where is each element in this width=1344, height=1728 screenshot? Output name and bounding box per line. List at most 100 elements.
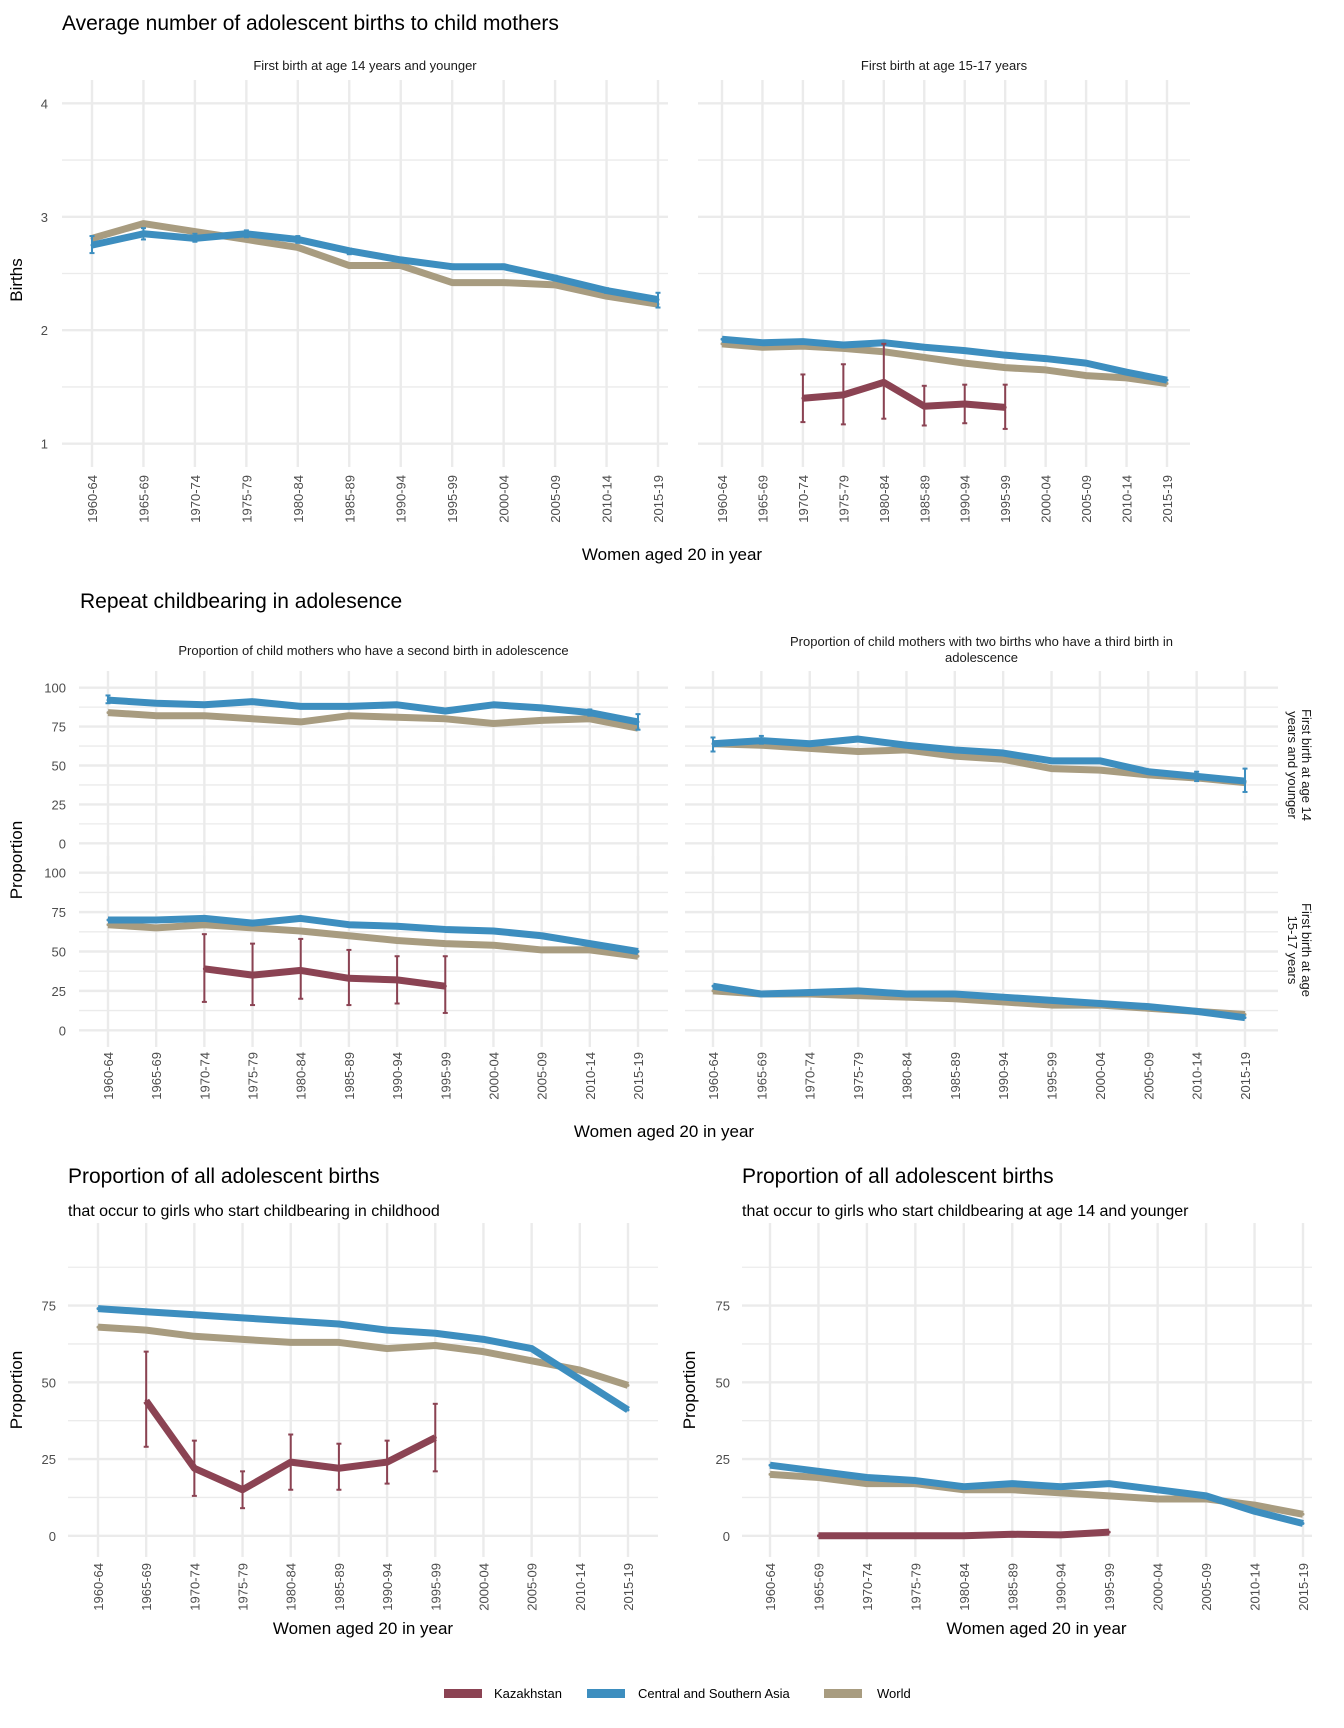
legend-swatch-central-southern-asia: [587, 1689, 625, 1698]
data-point: [491, 703, 495, 707]
data-point: [491, 721, 495, 725]
x-tick-label: 2015-19: [621, 1563, 636, 1611]
data-point: [347, 934, 351, 938]
data-point: [1001, 1000, 1005, 1004]
series-kazakhstan: [816, 1528, 1111, 1540]
data-point: [1301, 1512, 1305, 1516]
data-point: [588, 948, 592, 952]
facet-title: Proportion of child mothers with two bir…: [790, 634, 1173, 649]
series-line: [721, 335, 1168, 384]
data-point: [913, 1479, 917, 1483]
series-line: [712, 735, 1246, 785]
y-tick-label: 0: [59, 836, 66, 851]
data-point: [106, 923, 110, 927]
y-tick-label: 100: [44, 866, 66, 881]
series-line: [107, 709, 639, 732]
facet-title-line2: adolescence: [945, 650, 1018, 665]
data-point: [299, 720, 303, 724]
series-world: [720, 340, 1169, 388]
data-point: [953, 754, 957, 758]
section2-xlabel: Women aged 20 in year: [574, 1122, 755, 1141]
panel-propChild: 0 25 50 75 1960-64 1965-69 1970-74 1975-79 1980-…: [7, 1165, 658, 1638]
y-axis-title: Proportion: [7, 1351, 26, 1429]
series-line: [107, 921, 639, 960]
strip-line: First birth at age 14: [1299, 709, 1314, 821]
data-point: [96, 1307, 100, 1311]
x-tick-label: 1985-89: [342, 1052, 357, 1100]
data-point: [768, 1463, 772, 1467]
y-tick-label: 25: [52, 984, 66, 999]
x-tick-label: 1975-79: [851, 1052, 866, 1100]
facet-title: Proportion of child mothers who have a s…: [178, 643, 568, 658]
data-point: [251, 921, 255, 925]
section1-ylabel: Births: [7, 258, 26, 301]
data-point: [530, 1347, 534, 1351]
data-point: [399, 264, 403, 268]
x-axis-title: Women aged 20 in year: [273, 1619, 454, 1638]
data-point: [636, 950, 640, 953]
data-point: [540, 934, 544, 938]
series-world: [106, 921, 640, 960]
data-point: [841, 343, 845, 347]
data-point: [1204, 1494, 1208, 1498]
data-point: [759, 992, 763, 996]
y-tick-label: 2: [41, 323, 48, 338]
data-point: [801, 340, 805, 344]
x-tick-label: 2015-19: [1238, 1052, 1253, 1100]
data-point: [1098, 759, 1102, 763]
x-tick-label: 1965-69: [811, 1563, 826, 1611]
data-point: [1003, 353, 1007, 357]
x-tick-label: 2000-04: [476, 1563, 491, 1611]
data-point: [801, 344, 805, 348]
legend-label-kazakhstan: Kazakhstan: [494, 1686, 562, 1701]
x-tick-label: 1985-89: [948, 1052, 963, 1100]
data-point: [720, 342, 724, 346]
x-tick-label: 1980-84: [294, 1052, 309, 1100]
data-point: [1084, 361, 1088, 365]
x-tick-label: 1975-79: [236, 1563, 251, 1611]
y-tick-label: 75: [52, 720, 66, 735]
series-world: [96, 1323, 630, 1389]
y-tick-label: 50: [42, 1375, 56, 1390]
data-point: [241, 1316, 245, 1320]
x-tick-label: 1970-74: [860, 1563, 875, 1611]
series-world: [106, 709, 640, 732]
x-tick-label: 2005-09: [1199, 1563, 1214, 1611]
data-point: [395, 703, 399, 707]
x-tick-label: 1990-94: [958, 475, 973, 523]
y-tick-label: 75: [52, 905, 66, 920]
series-central-and-southern-asia: [768, 1461, 1305, 1527]
panel-births14: 1 2 3 4 1960-64 1965-69 1970-74 1975-79 1980-84 1…: [41, 58, 668, 523]
x-tick-label: 1965-69: [754, 1052, 769, 1100]
x-tick-label: 1990-94: [390, 1052, 405, 1100]
strip-line: years and younger: [1285, 711, 1300, 819]
data-point: [588, 717, 592, 721]
x-tick-label: 1995-99: [1045, 1052, 1060, 1100]
data-point: [202, 923, 206, 927]
panel-second14: 0 25 50 75 100 Proportion of child mothers wh…: [44, 643, 668, 860]
x-tick-label: 1995-99: [445, 475, 460, 523]
section2-ylabel: Proportion: [7, 821, 26, 899]
data-point: [578, 1368, 582, 1372]
data-point: [241, 1337, 245, 1341]
x-tick-label: 2010-14: [1120, 475, 1135, 523]
y-axis-title: Proportion: [680, 1351, 699, 1429]
panel-subtitle: that occur to girls who start childbeari…: [68, 1203, 440, 1220]
data-point: [1253, 1509, 1257, 1513]
x-tick-label: 2010-14: [583, 1052, 598, 1100]
panel-prop14: 0 25 50 75 1960-64 1965-69 1970-74 1975-79 1980-…: [680, 1165, 1312, 1638]
data-point: [856, 749, 860, 753]
data-point: [347, 714, 351, 718]
x-tick-label: 2000-04: [486, 1052, 501, 1100]
y-tick-label: 3: [41, 210, 48, 225]
series-line: [721, 340, 1168, 388]
panel-title: Proportion of all adolescent births: [68, 1165, 380, 1188]
data-point: [1165, 378, 1169, 382]
data-point: [1253, 1503, 1257, 1507]
series-central-and-southern-asia: [96, 1305, 630, 1413]
data-point: [443, 717, 447, 721]
data-point: [202, 703, 206, 707]
data-point: [808, 746, 812, 750]
data-point: [553, 283, 557, 287]
data-point: [760, 345, 764, 349]
